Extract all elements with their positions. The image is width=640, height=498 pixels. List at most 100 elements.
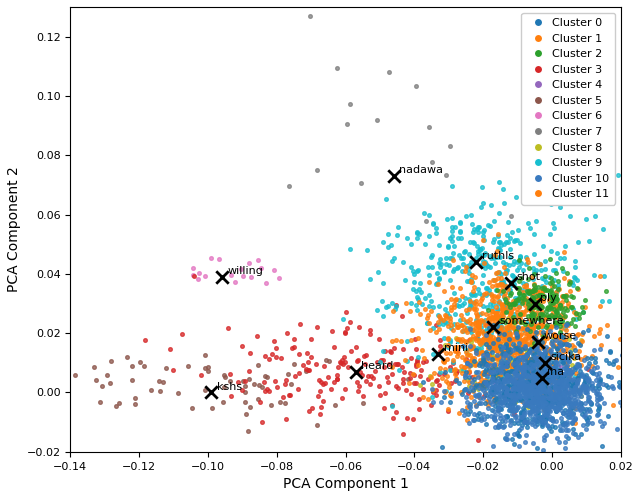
Point [500,335,510,343]
Point [534,416,544,424]
Point [459,299,469,307]
Point [484,263,495,271]
Point [533,296,543,304]
Point [513,315,523,323]
Point [44,348,54,356]
Point [391,301,401,309]
Point [416,288,426,296]
Point [513,379,523,387]
Point [546,346,556,354]
Point [385,347,395,355]
Point [548,373,559,381]
Point [535,328,545,336]
Point [434,325,444,333]
Point [520,369,530,376]
Point [504,391,515,399]
Point [516,424,527,432]
Point [509,391,519,399]
Point [538,357,548,365]
Point [547,388,557,396]
Point [504,324,515,332]
Point [495,404,505,412]
Point [525,378,535,386]
Point [536,394,546,402]
Point [530,405,540,413]
Point [552,258,562,266]
Point [550,362,560,370]
Point [519,381,529,389]
Point [532,368,542,376]
Point [557,383,567,391]
Point [540,377,550,385]
Point [536,336,547,344]
Point [447,223,458,231]
Point [500,435,511,443]
Point [469,397,479,405]
Point [566,341,577,349]
Point [445,314,455,322]
Point [547,414,557,422]
Point [461,318,471,326]
Point [477,251,487,259]
Point [431,269,442,277]
Point [511,284,522,292]
Point [471,361,481,369]
Point [493,231,504,239]
Point [540,272,550,280]
Point [527,363,537,371]
Point [572,387,582,395]
Point [519,398,529,406]
Point [577,370,587,377]
Point [519,295,529,303]
Point [515,384,525,392]
Point [433,350,444,358]
Point [443,242,453,250]
Point [472,335,483,343]
Point [547,311,557,319]
Point [253,255,264,263]
Point [552,383,563,391]
Point [563,394,573,402]
Point [237,386,247,394]
Point [498,369,508,376]
Point [495,343,505,351]
Point [461,384,471,392]
Point [519,310,529,318]
Point [561,326,571,334]
Point [527,415,537,423]
Point [475,379,485,387]
Point [527,418,537,426]
Point [577,403,587,411]
Point [510,374,520,382]
Point [512,332,522,340]
Point [566,402,576,410]
Point [495,414,505,422]
Point [506,278,516,286]
Point [508,304,518,312]
Point [513,386,524,394]
Point [531,392,541,400]
Point [493,314,503,322]
Point [500,350,510,358]
Point [522,385,532,393]
Point [517,356,527,364]
Point [554,394,564,402]
Point [536,382,547,390]
Point [474,326,484,334]
Point [445,336,455,344]
Point [463,295,474,303]
Point [427,385,437,393]
Point [547,294,557,302]
Point [412,356,422,364]
Point [482,334,492,342]
Point [551,332,561,340]
Point [479,236,489,244]
Point [537,401,547,409]
Point [561,418,572,426]
Point [550,404,561,412]
Point [489,320,499,328]
Point [469,326,479,334]
Point [481,361,492,369]
Point [545,279,555,287]
Point [549,423,559,431]
